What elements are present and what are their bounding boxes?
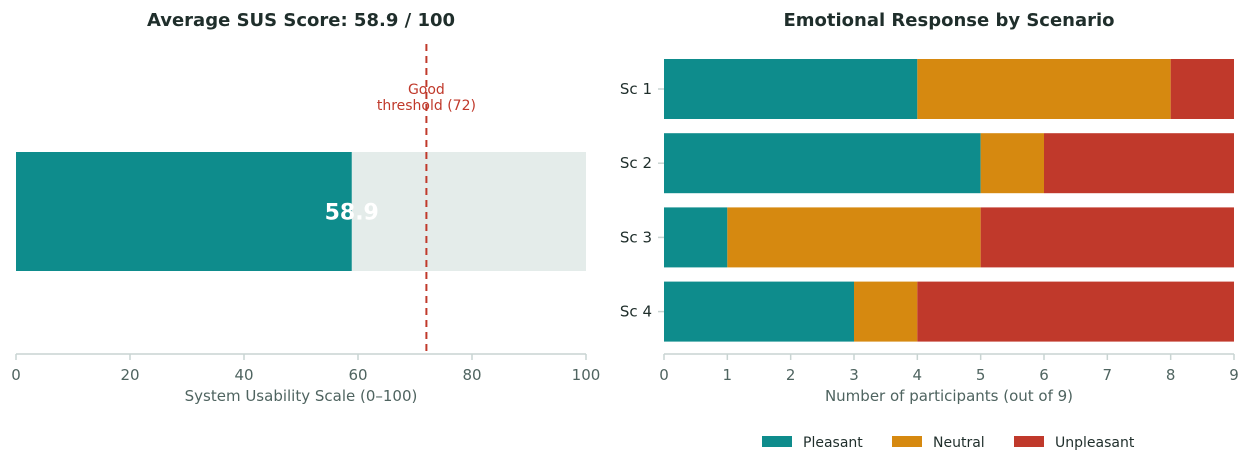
emotion-category-label: Sc 1 [620, 80, 652, 98]
legend-swatch-pleasant [762, 436, 792, 447]
sus-x-tick-label: 0 [11, 366, 21, 384]
emotion-x-tick-label: 8 [1166, 366, 1176, 384]
sus-threshold-label-line2: threshold (72) [377, 98, 476, 114]
sus-x-tick-label: 60 [348, 366, 367, 384]
emotion-x-tick-label: 5 [976, 366, 986, 384]
sus-x-axis-label: System Usability Scale (0–100) [185, 387, 418, 405]
sus-x-ticks: 0 20 40 60 80 100 [11, 354, 600, 384]
emotion-chart: Emotional Response by Scenario Sc 1Sc 2S… [620, 10, 1239, 451]
emotion-x-ticks: 0 1 2 3 4 5 6 7 8 9 [659, 354, 1239, 384]
emotion-x-tick-label: 0 [659, 366, 669, 384]
bar-pleasant-sc-1 [664, 59, 918, 119]
emotion-x-tick-label: 2 [786, 366, 796, 384]
bar-unpleasant-sc-2 [1044, 133, 1234, 194]
emotion-chart-title: Emotional Response by Scenario [783, 10, 1114, 31]
sus-x-tick-label: 40 [234, 366, 253, 384]
emotion-category-label: Sc 4 [620, 303, 652, 321]
bar-neutral-sc-1 [917, 59, 1171, 119]
legend-label-neutral: Neutral [933, 435, 985, 451]
bar-neutral-sc-3 [727, 207, 981, 268]
sus-score-label: 58.9 [325, 201, 379, 226]
legend-swatch-neutral [892, 436, 922, 447]
sus-threshold-label-line1: Good [408, 82, 445, 98]
emotion-x-tick-label: 1 [723, 366, 733, 384]
sus-score-bar [16, 152, 352, 271]
sus-x-tick-label: 20 [120, 366, 139, 384]
emotion-x-tick-label: 6 [1039, 366, 1049, 384]
bar-unpleasant-sc-1 [1170, 59, 1234, 119]
emotion-x-tick-label: 9 [1229, 366, 1239, 384]
emotion-legend: Pleasant Neutral Unpleasant [762, 435, 1135, 451]
emotion-x-tick-label: 4 [913, 366, 923, 384]
emotion-category-label: Sc 3 [620, 228, 652, 246]
legend-label-pleasant: Pleasant [803, 435, 863, 451]
legend-swatch-unpleasant [1014, 436, 1044, 447]
sus-x-tick-label: 100 [572, 366, 601, 384]
emotion-category-labels: Sc 1 Sc 2 Sc 3 Sc 4 [620, 80, 664, 321]
emotion-x-axis-label: Number of participants (out of 9) [825, 387, 1073, 405]
bar-unpleasant-sc-3 [980, 207, 1234, 268]
bar-pleasant-sc-3 [664, 207, 728, 268]
sus-x-tick-label: 80 [462, 366, 481, 384]
bar-neutral-sc-2 [980, 133, 1044, 194]
emotion-x-tick-label: 3 [849, 366, 859, 384]
emotion-x-tick-label: 7 [1103, 366, 1113, 384]
sus-chart: Average SUS Score: 58.9 / 100 58.9 Goodth… [11, 10, 600, 405]
bar-neutral-sc-4 [854, 281, 918, 342]
emotion-category-label: Sc 2 [620, 154, 652, 172]
sus-chart-title: Average SUS Score: 58.9 / 100 [147, 10, 455, 31]
bar-pleasant-sc-4 [664, 281, 854, 342]
bar-unpleasant-sc-4 [917, 281, 1234, 342]
legend-label-unpleasant: Unpleasant [1055, 435, 1135, 451]
bar-pleasant-sc-2 [664, 133, 981, 194]
emotion-marks [664, 59, 1234, 342]
